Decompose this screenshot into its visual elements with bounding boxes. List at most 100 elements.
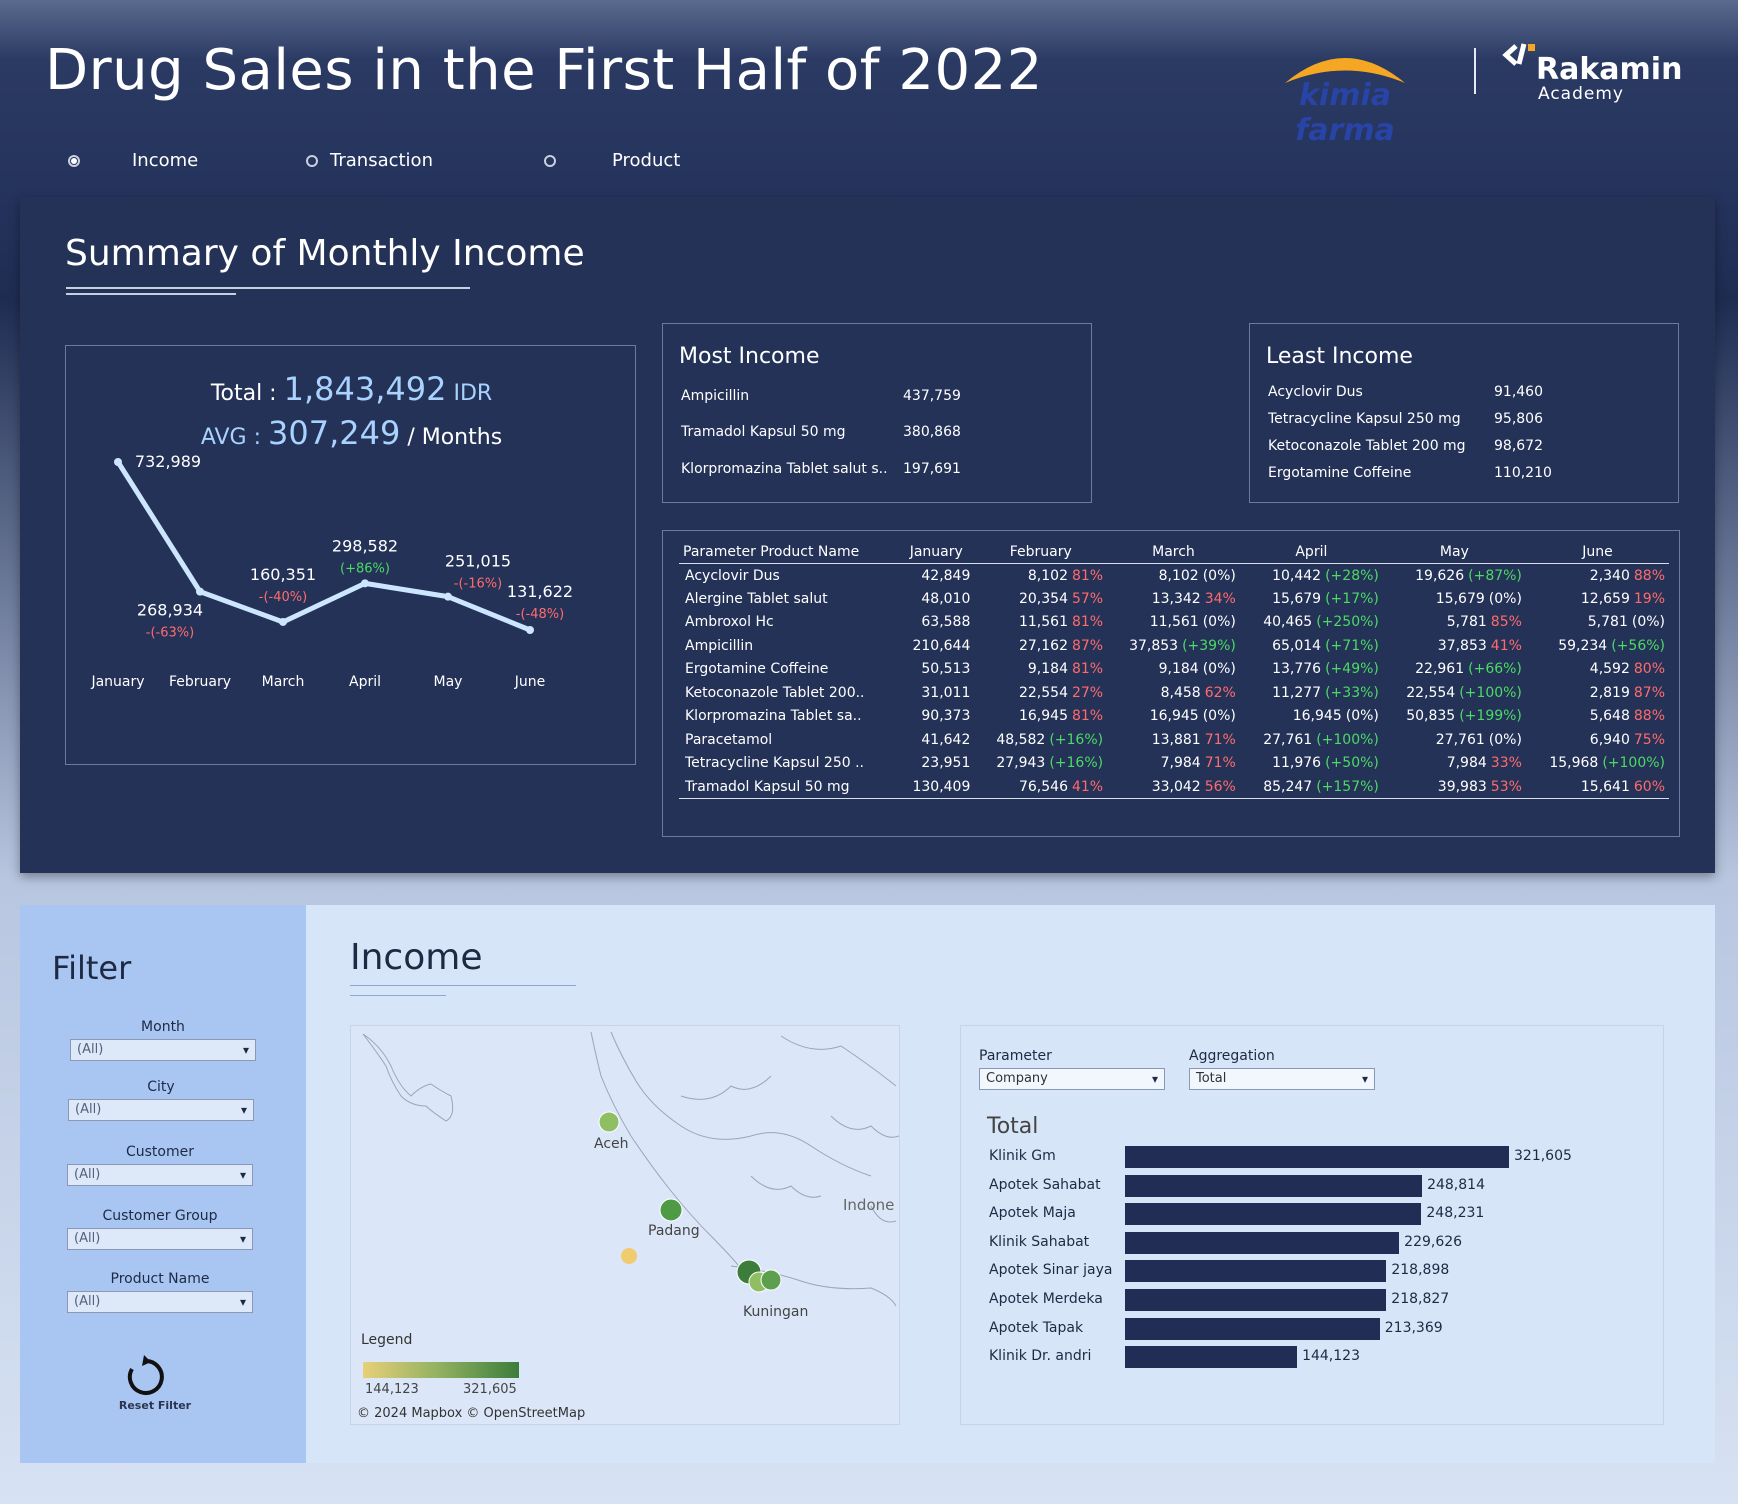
bar[interactable] [1125,1317,1380,1340]
col-header: June [1525,541,1669,564]
product-name-cell: Alergine Tablet salut [685,590,828,607]
month-value-cell: 13,776 (+49%) [1240,658,1383,682]
bar[interactable] [1125,1289,1387,1311]
bar-label: Klinik Sahabat [989,1233,1090,1250]
cell-value: 130,409 [912,778,971,795]
filter-customer-label: Customer [125,1144,194,1160]
bar[interactable] [1125,1203,1422,1226]
cell-value: 9,184 [1158,661,1199,678]
nav-product-label: Product [612,150,681,171]
map-point[interactable] [760,1269,782,1291]
cell-value: 23,951 [921,755,971,772]
month-value-cell: 5,781 85% [1383,611,1526,635]
most-income-value: 197,691 [903,461,961,477]
line-point[interactable] [444,592,452,601]
col-header: May [1382,541,1526,564]
table-row: Tramadol Kapsul 50 mg 130,409 76,546 41% 33,… [679,775,1669,799]
most-income-name: Klorpromazina Tablet salut s.. [681,461,888,477]
point-change-label: -(-16%) [454,577,502,592]
avg-label: AVG : [200,425,261,450]
cell-change: 19% [1633,590,1665,607]
bar-value-label: 218,827 [1391,1291,1450,1307]
filter-city-select[interactable]: (All) [68,1099,254,1121]
cell-change: (+100%) [1602,755,1665,772]
bar[interactable] [1125,1231,1400,1254]
point-value-label: 298,582 [332,536,398,555]
least-income-name: Ergotamine Coffeine [1268,465,1412,481]
aggregation-select[interactable]: Total [1189,1068,1375,1090]
month-value-cell: 22,554 (+100%) [1383,681,1526,705]
cell-change: 87% [1633,684,1665,701]
map-point-padang[interactable] [659,1198,683,1222]
product-name-cell: Klorpromazina Tablet sa.. [685,708,862,725]
product-name-cell: Tramadol Kapsul 50 mg [679,775,899,799]
bar[interactable] [1125,1146,1509,1168]
map-point-aceh[interactable] [598,1111,620,1133]
table-row: Klorpromazina Tablet sa.. 90,373 16,945 81%… [679,705,1669,729]
cell-change: (0%) [1488,731,1522,748]
income-line [115,460,531,633]
cell-change: (+199%) [1459,708,1522,725]
point-value-label: 251,015 [445,552,511,571]
cell-value: 11,976 [1272,755,1322,772]
month-value-cell: 20,354 57% [974,587,1107,611]
avg-value: 307,249 [268,414,401,452]
filter-customer-group-select[interactable]: (All) [67,1228,253,1250]
line-point[interactable] [361,579,369,588]
nav-product[interactable]: Product [544,150,680,171]
map-label-padang: Padang [648,1223,700,1239]
filter-product-name-select[interactable]: (All) [67,1291,253,1313]
least-income-value: 110,210 [1494,465,1552,481]
cell-value: 11,561 [1149,614,1199,631]
line-point[interactable] [114,458,122,466]
table-row: Acyclovir Dus 42,849 8,102 81% 8,102 (0%) 10,4… [679,564,1669,588]
cell-change: 88% [1633,567,1665,584]
rakamin-mark-icon [1502,43,1535,66]
total-unit: IDR [453,381,493,406]
bar-value-label: 144,123 [1302,1348,1360,1365]
bar[interactable] [1125,1260,1387,1283]
nav-income[interactable]: Income [68,150,198,171]
month-value-cell: 42,849 [898,564,974,588]
rakamin-sub: Academy [1538,84,1624,104]
cell-value: 8,102 [1158,567,1199,584]
total-label: Total : [210,381,277,406]
income-map[interactable]: Aceh Padang Kuningan Indone Legend 144,1… [350,1025,900,1425]
reset-icon[interactable] [124,1355,168,1399]
cell-change: 85% [1490,614,1522,631]
bar-value-label: 248,814 [1427,1176,1485,1193]
nav-transaction[interactable]: Transaction [306,150,433,171]
cell-change: (0%) [1488,590,1522,607]
bar[interactable] [1125,1174,1423,1197]
reset-filter-button[interactable]: Reset Filter [118,1399,192,1412]
map-point[interactable] [621,1248,637,1264]
bar[interactable] [1125,1346,1298,1369]
month-value-cell: 16,945 81% [974,705,1107,729]
cell-value: 11,561 [1018,614,1068,631]
kimia-farma-logo: kimia farma [1245,38,1445,148]
filter-customer-select[interactable]: (All) [67,1164,253,1186]
map-credit: © 2024 Mapbox © OpenStreetMap [357,1406,586,1421]
cell-value: 16,945 [1018,708,1068,725]
least-income-title: Least Income [1266,344,1413,369]
product-income-table-card: Parameter Product Name January February … [662,530,1680,837]
cell-value: 12,659 [1580,590,1630,607]
cell-value: 37,853 [1437,637,1487,654]
parameter-select[interactable]: Company [979,1068,1165,1090]
cell-value: 15,641 [1580,778,1630,795]
most-income-name: Ampicillin [681,388,750,404]
cell-change: 81% [1071,614,1104,631]
month-value-cell: 11,561 81% [974,611,1107,635]
line-point[interactable] [196,587,204,596]
bar-label: Apotek Maja [989,1205,1076,1222]
cell-change: (+33%) [1325,684,1379,701]
cell-change: 88% [1633,708,1665,725]
line-point[interactable] [526,626,534,634]
month-value-cell: 210,644 [898,634,974,658]
product-name-cell: Tetracycline Kapsul 250 .. [685,755,864,772]
cell-value: 22,554 [1018,684,1068,701]
line-point[interactable] [279,617,287,626]
product-name-cell: Ergotamine Coffeine [685,661,829,678]
cell-value: 48,582 [996,731,1046,748]
filter-month-select[interactable]: (All) [70,1039,256,1061]
